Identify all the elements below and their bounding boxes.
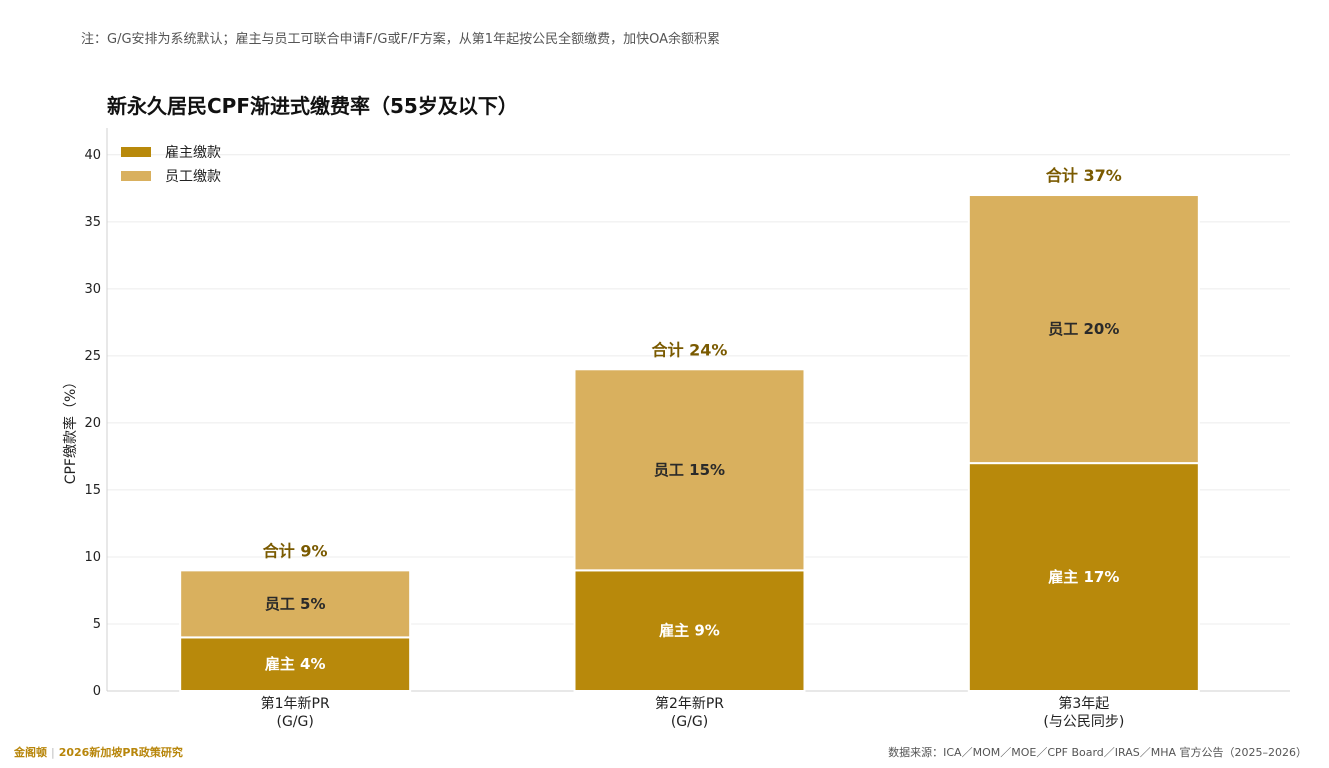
chart-note: 注：G/G安排为系统默认；雇主与员工可联合申请F/G或F/F方案，从第1年起按公… bbox=[81, 32, 720, 47]
bar-total-label: 合计 9% bbox=[263, 541, 328, 560]
y-tick-label: 40 bbox=[84, 148, 101, 163]
chart-title: 新永久居民CPF渐进式缴费率（55岁及以下） bbox=[107, 94, 518, 118]
y-tick-label: 25 bbox=[84, 349, 101, 364]
brand-name: 金阁顿 bbox=[14, 746, 47, 759]
x-tick-label-sub: (与公民同步) bbox=[1043, 714, 1124, 730]
data-source: 数据来源：ICA／MOM／MOE／CPF Board／IRAS／MHA 官方公告… bbox=[888, 746, 1307, 759]
y-tick-label: 10 bbox=[84, 550, 101, 565]
y-axis-label: CPF缴款率（%） bbox=[62, 375, 79, 485]
bar-employee bbox=[967, 194, 1200, 465]
footer-brand: 金阁顿 | 2026新加坡PR政策研究 bbox=[14, 746, 183, 759]
bar-segment-label: 员工 5% bbox=[265, 595, 326, 613]
x-tick-label: 第2年新PR bbox=[655, 695, 724, 712]
y-tick-label: 30 bbox=[84, 282, 101, 297]
x-tick-label: 第1年新PR bbox=[261, 695, 330, 712]
bar-employee bbox=[179, 569, 412, 639]
x-tick-label: 第3年起 bbox=[1058, 695, 1109, 712]
legend-label: 员工缴款 bbox=[165, 169, 221, 185]
bar-employer bbox=[179, 636, 412, 693]
y-tick-label: 35 bbox=[84, 215, 101, 230]
legend-swatch-employee bbox=[121, 171, 151, 181]
bar-segment-label: 雇主 9% bbox=[659, 622, 720, 640]
brand-subtitle: 2026新加坡PR政策研究 bbox=[58, 746, 183, 759]
bar-total-label: 合计 37% bbox=[1046, 166, 1122, 185]
x-tick-label-sub: (G/G) bbox=[671, 714, 708, 730]
legend-swatch-employer bbox=[121, 147, 151, 157]
y-tick-label: 5 bbox=[93, 617, 101, 632]
bar-segment-label: 雇主 17% bbox=[1048, 568, 1119, 586]
x-tick-label-sub: (G/G) bbox=[276, 714, 313, 730]
y-tick-label: 15 bbox=[84, 483, 101, 498]
bar-total-label: 合计 24% bbox=[652, 340, 728, 359]
bar-employer bbox=[573, 569, 806, 692]
bar-segment-label: 员工 20% bbox=[1048, 320, 1119, 338]
bar-employer bbox=[967, 462, 1200, 692]
legend-label: 雇主缴款 bbox=[165, 144, 221, 161]
y-tick-label: 20 bbox=[84, 416, 101, 431]
bar-segment-label: 雇主 4% bbox=[265, 655, 326, 673]
bar-segment-label: 员工 15% bbox=[654, 461, 725, 479]
y-tick-label: 0 bbox=[93, 684, 101, 699]
bar-employee bbox=[573, 368, 806, 572]
